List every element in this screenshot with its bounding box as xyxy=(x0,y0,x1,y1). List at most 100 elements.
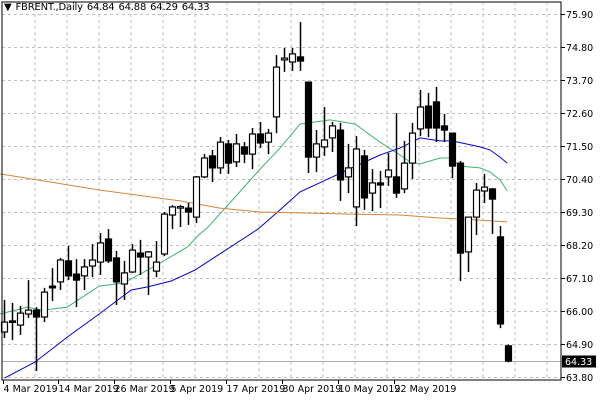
bull-candle xyxy=(40,287,49,323)
candle-body xyxy=(312,143,321,158)
price-axis[interactable]: 75.90 74.80 73.70 72.60 71.50 70.40 69.30 68.20… xyxy=(561,10,596,384)
candle-body xyxy=(80,266,89,277)
candle-body xyxy=(376,182,385,186)
candle-body xyxy=(488,188,497,200)
bull-candle xyxy=(480,173,489,203)
bear-candle xyxy=(240,142,249,164)
bear-candle xyxy=(184,203,193,225)
bull-candle xyxy=(368,169,377,212)
candle-body xyxy=(256,133,265,144)
bear-candle xyxy=(456,161,465,281)
bear-candle xyxy=(440,113,449,143)
bull-candle xyxy=(328,122,337,152)
bull-candle xyxy=(152,241,161,278)
bull-candle xyxy=(464,216,473,272)
current-price-label: 64.33 xyxy=(565,357,592,368)
price-tick-label: 75.90 xyxy=(566,10,593,21)
candle-body xyxy=(216,141,225,169)
bull-candle xyxy=(272,55,281,134)
candle-body xyxy=(48,285,57,289)
bull-candle xyxy=(416,89,425,137)
bear-candle xyxy=(32,307,41,371)
candle-body xyxy=(336,129,345,181)
ma-medium-line xyxy=(4,137,508,379)
bear-candle xyxy=(432,86,441,143)
time-tick-label: 10 May 2019 xyxy=(339,384,401,395)
candle-body xyxy=(296,56,305,62)
bull-candle xyxy=(128,244,137,273)
bear-candle xyxy=(208,149,217,182)
candle-body xyxy=(360,155,369,199)
bear-candle xyxy=(304,81,313,173)
bear-candle xyxy=(336,122,345,201)
bull-candle xyxy=(80,259,89,290)
candle-body xyxy=(64,260,73,277)
candle-body xyxy=(176,206,185,209)
bear-candle xyxy=(448,132,457,179)
bull-candle xyxy=(248,128,257,170)
candle-body xyxy=(304,81,313,158)
candle-body xyxy=(88,259,97,267)
bear-candle xyxy=(112,251,121,305)
price-tick-label: 74.80 xyxy=(566,43,593,54)
bull-candle xyxy=(192,176,201,224)
candle-body xyxy=(232,143,241,163)
bear-candle xyxy=(296,22,305,71)
open-value: 64.84 xyxy=(86,2,115,13)
time-tick-label: 5 Apr 2019 xyxy=(171,384,224,395)
candle-body xyxy=(408,132,417,164)
symbol-label: FBRENT.,Daily xyxy=(15,2,84,13)
bear-candle xyxy=(104,229,113,263)
bear-candle xyxy=(488,188,497,234)
candle-body xyxy=(440,125,449,131)
candle-body xyxy=(24,309,33,315)
bull-candle xyxy=(264,128,273,155)
candle-body xyxy=(504,345,513,362)
bear-candle xyxy=(48,268,57,302)
time-tick-label: 14 Mar 2019 xyxy=(59,384,119,395)
candle-body xyxy=(464,216,473,253)
bull-candle xyxy=(24,280,33,318)
candle-body xyxy=(16,312,25,326)
bull-candle xyxy=(288,47,297,71)
bull-candle xyxy=(400,140,409,194)
candle-body xyxy=(480,186,489,192)
price-tick-label: 63.80 xyxy=(566,373,593,384)
price-tick-label: 64.90 xyxy=(566,340,593,351)
candle-body xyxy=(8,320,17,323)
bull-candle xyxy=(200,154,209,179)
price-tick-label: 70.40 xyxy=(566,175,593,186)
price-tick-label: 68.20 xyxy=(566,241,593,252)
bull-candle xyxy=(56,257,65,290)
time-tick-label: 26 Mar 2019 xyxy=(115,384,175,395)
indicator-lines xyxy=(0,119,508,379)
candle-body xyxy=(248,133,257,155)
candle-body xyxy=(104,238,113,262)
bull-candle xyxy=(216,137,225,174)
bear-candle xyxy=(224,140,233,174)
candle-body xyxy=(384,169,393,178)
bear-candle xyxy=(360,149,369,210)
bull-candle xyxy=(176,205,185,227)
triangle-down-icon[interactable]: ▼ xyxy=(4,2,12,13)
candle-body xyxy=(496,236,505,325)
bear-candle xyxy=(376,170,385,209)
candle-body xyxy=(96,242,105,263)
bull-candle xyxy=(280,47,289,72)
candle-body xyxy=(328,125,337,139)
candle-body xyxy=(368,182,377,194)
bull-candle xyxy=(120,260,129,300)
bull-candle xyxy=(144,251,153,296)
bull-candle xyxy=(408,122,417,179)
price-tick-label: 71.50 xyxy=(566,142,593,153)
bull-candle xyxy=(472,182,481,236)
current-price-badge xyxy=(562,355,596,368)
candle-body xyxy=(400,162,409,190)
candle-body xyxy=(320,139,329,148)
candle-body xyxy=(456,162,465,254)
price-tick-label: 66.00 xyxy=(566,307,593,318)
candle-body xyxy=(424,105,433,129)
candle-body xyxy=(192,176,201,218)
